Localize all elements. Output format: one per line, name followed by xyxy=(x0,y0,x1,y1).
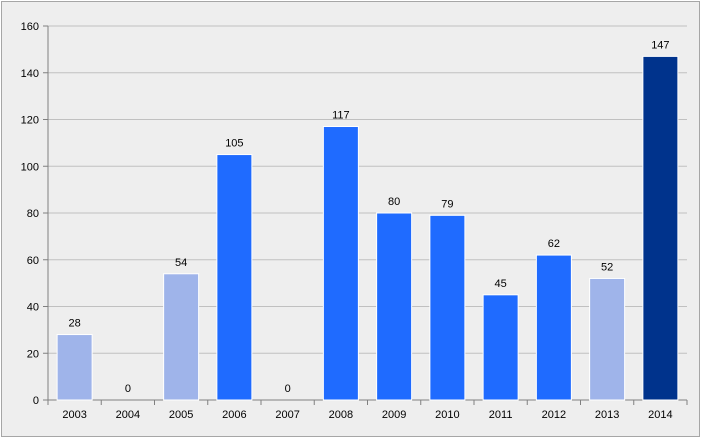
data-label-2006: 105 xyxy=(225,138,243,150)
x-tick-labels: 2003 2004 2005 2006 2007 2008 2009 2010 2011 2012… xyxy=(62,409,672,421)
x-tick-label-2011: 2011 xyxy=(489,409,513,421)
data-label-2013: 52 xyxy=(601,261,613,273)
bar-2013 xyxy=(589,277,626,401)
data-label-2008: 117 xyxy=(332,110,350,122)
x-tick-label-2014: 2014 xyxy=(648,409,672,421)
bar-2011 xyxy=(482,294,519,401)
x-tick-label-2007: 2007 xyxy=(275,409,299,421)
data-label-2014: 147 xyxy=(651,39,669,51)
x-tick-label-2012: 2012 xyxy=(542,409,566,421)
data-labels: 28 0 54 105 0 117 80 79 45 62 52 147 xyxy=(69,39,670,395)
x-tick-label-2013: 2013 xyxy=(595,409,619,421)
y-tick-label-80: 80 xyxy=(27,208,39,220)
bars xyxy=(56,55,679,401)
x-tick-label-2006: 2006 xyxy=(222,409,246,421)
y-tick-labels: 0 20 40 60 80 100 120 140 160 xyxy=(21,21,39,407)
data-label-2010: 79 xyxy=(441,198,453,210)
y-tick-label-140: 140 xyxy=(21,68,39,80)
bar-2014 xyxy=(642,55,679,401)
axes xyxy=(43,25,688,405)
x-tick-label-2003: 2003 xyxy=(62,409,86,421)
data-label-2011: 45 xyxy=(495,278,507,290)
y-tick-label-60: 60 xyxy=(27,255,39,267)
x-tick-label-2004: 2004 xyxy=(116,409,140,421)
x-tick-label-2010: 2010 xyxy=(435,409,459,421)
x-tick-label-2008: 2008 xyxy=(329,409,353,421)
bar-2003 xyxy=(56,334,93,401)
data-label-2007: 0 xyxy=(285,383,291,395)
bar-2009 xyxy=(376,212,413,401)
y-tick-label-160: 160 xyxy=(21,21,39,33)
y-tick-label-0: 0 xyxy=(33,395,39,407)
data-label-2004: 0 xyxy=(125,383,131,395)
data-label-2012: 62 xyxy=(548,238,560,250)
x-tick-label-2005: 2005 xyxy=(169,409,193,421)
y-tick-label-20: 20 xyxy=(27,348,39,360)
y-tick-label-120: 120 xyxy=(21,115,39,127)
y-tick-label-40: 40 xyxy=(27,302,39,314)
y-tick-label-100: 100 xyxy=(21,161,39,173)
bar-2012 xyxy=(535,254,572,401)
data-label-2003: 28 xyxy=(69,318,81,330)
bar-2006 xyxy=(216,154,253,401)
gridlines xyxy=(48,25,687,354)
data-label-2005: 54 xyxy=(175,257,187,269)
data-label-2009: 80 xyxy=(388,196,400,208)
x-tick-label-2009: 2009 xyxy=(382,409,406,421)
bar-2008 xyxy=(322,126,359,401)
bar-2010 xyxy=(429,214,466,401)
bar-2005 xyxy=(163,273,200,401)
